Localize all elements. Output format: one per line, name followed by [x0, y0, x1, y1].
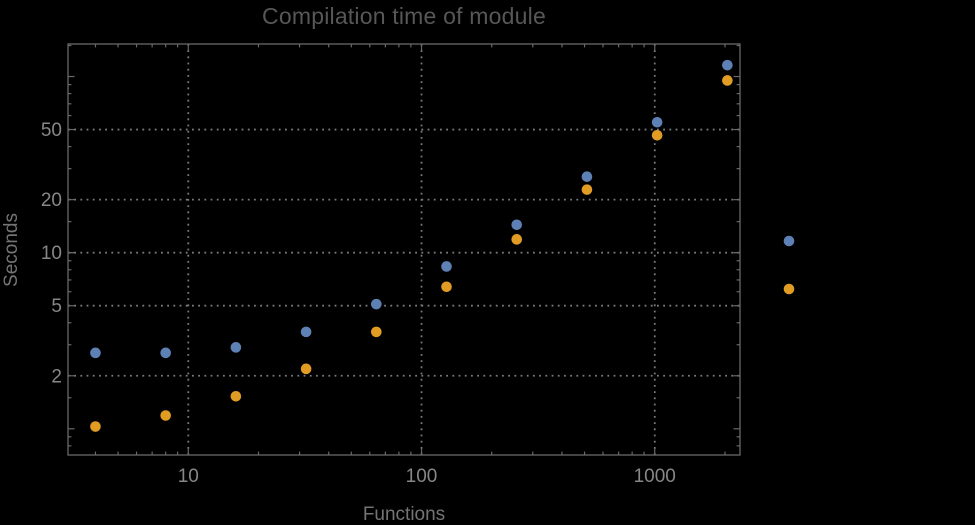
data-point-series-2-orange — [90, 421, 101, 432]
data-point-series-1-blue — [511, 219, 523, 231]
data-point-series-2-orange — [651, 129, 663, 141]
data-point-series-1-blue — [300, 326, 312, 338]
data-point-series-1-blue — [371, 298, 382, 310]
data-point-series-2-orange — [300, 363, 312, 375]
y-tick-label: 5 — [51, 296, 62, 317]
data-point-series-1-blue — [160, 347, 171, 359]
y-tick-label: 20 — [41, 190, 62, 211]
legend-marker-series-2-orange — [783, 283, 795, 295]
data-point-series-2-orange — [441, 281, 452, 293]
data-point-series-1-blue — [722, 59, 733, 71]
data-point-series-1-blue — [441, 261, 452, 272]
data-point-series-1-blue — [230, 342, 242, 353]
data-point-series-1-blue — [90, 347, 101, 359]
data-point-series-2-orange — [160, 410, 171, 421]
data-point-series-2-orange — [581, 184, 593, 195]
data-point-series-1-blue — [581, 171, 593, 182]
x-tick-label: 1000 — [634, 466, 676, 487]
y-tick-label: 2 — [51, 366, 62, 387]
data-point-series-2-orange — [511, 234, 523, 245]
data-point-series-2-orange — [371, 326, 382, 338]
legend-marker-series-1-blue — [783, 235, 795, 247]
data-point-series-2-orange — [230, 390, 242, 402]
y-tick-label: 50 — [41, 120, 62, 141]
y-tick-label: 10 — [41, 243, 62, 264]
x-tick-label: 100 — [406, 466, 438, 487]
data-point-series-1-blue — [651, 116, 663, 128]
data-point-series-2-orange — [722, 75, 733, 86]
plot-frame — [67, 43, 741, 456]
x-tick-label: 10 — [178, 466, 199, 487]
